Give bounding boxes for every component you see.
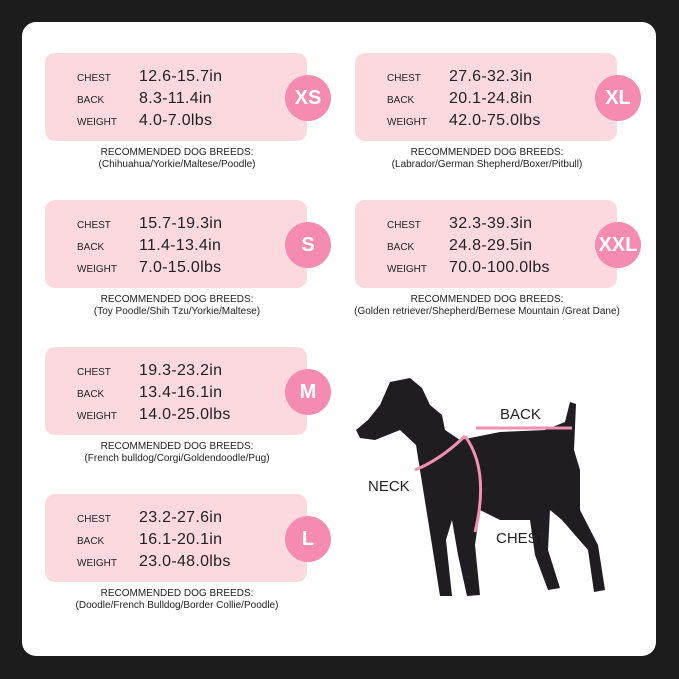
- back-label: BACK: [77, 242, 105, 253]
- chest-label: CHEST: [77, 514, 111, 525]
- back-row: BACK 16.1-20.1in: [77, 531, 222, 549]
- back-label: BACK: [77, 536, 105, 547]
- back-value: 16.1-20.1in: [139, 531, 223, 548]
- size-m: CHEST 19.3-23.2in BACK 13.4-16.1in WEIGHT 14.…: [45, 347, 331, 465]
- breeds-list: (Chihuahua/Yorkie/Maltese/Poodle): [98, 159, 256, 170]
- breeds-heading: RECOMMENDED DOG BREEDS:: [100, 294, 254, 305]
- back-row: BACK 8.3-11.4in: [77, 90, 212, 108]
- breeds-list: (French bulldog/Corgi/Goldendoodle/Pug): [84, 453, 270, 464]
- chest-label: CHEST: [387, 220, 421, 231]
- weight-row: WEIGHT 4.0-7.0lbs: [77, 112, 212, 130]
- back-value: 13.4-16.1in: [139, 384, 223, 401]
- size-badge: S: [285, 222, 331, 268]
- back-label: BACK: [387, 242, 415, 253]
- weight-row: WEIGHT 7.0-15.0lbs: [77, 259, 221, 277]
- size-box: CHEST 32.3-39.3in BACK 24.8-29.5in WEIGHT 70.…: [355, 200, 641, 288]
- recommended-breeds: RECOMMENDED DOG BREEDS: (Toy Poodle/Shih …: [37, 294, 317, 318]
- chest-value: 32.3-39.3in: [449, 215, 533, 232]
- weight-row: WEIGHT 14.0-25.0lbs: [77, 406, 231, 424]
- size-badge: L: [285, 516, 331, 562]
- breeds-heading: RECOMMENDED DOG BREEDS:: [100, 147, 254, 158]
- breeds-list: (Toy Poodle/Shih Tzu/Yorkie/Maltese): [93, 306, 261, 317]
- size-box: CHEST 15.7-19.3in BACK 11.4-13.4in WEIGHT 7.0…: [45, 200, 331, 288]
- chest-row: CHEST 19.3-23.2in: [77, 362, 222, 380]
- weight-value: 70.0-100.0lbs: [449, 259, 550, 276]
- back-label: BACK: [77, 389, 105, 400]
- weight-value: 14.0-25.0lbs: [139, 406, 231, 423]
- neck-label: NECK: [368, 478, 410, 495]
- weight-row: WEIGHT 42.0-75.0lbs: [387, 112, 541, 130]
- chest-label: CHEST: [77, 73, 111, 84]
- back-label: BACK: [500, 406, 541, 423]
- weight-label: WEIGHT: [387, 264, 427, 275]
- size-box: CHEST 12.6-15.7in BACK 8.3-11.4in WEIGHT 4.0-…: [45, 53, 331, 141]
- chest-label: CHEST: [496, 530, 547, 547]
- weight-label: WEIGHT: [77, 558, 117, 569]
- back-label: BACK: [387, 95, 415, 106]
- recommended-breeds: RECOMMENDED DOG BREEDS: (Labrador/German …: [347, 147, 627, 171]
- breeds-list: (Labrador/German Shepherd/Boxer/Pitbull): [391, 159, 583, 170]
- chest-value: 12.6-15.7in: [139, 68, 223, 85]
- breeds-list: (Doodle/French Bulldog/Border Collie/Poo…: [75, 600, 279, 611]
- chest-row: CHEST 27.6-32.3in: [387, 68, 532, 86]
- size-badge: XS: [285, 75, 331, 121]
- back-row: BACK 20.1-24.8in: [387, 90, 532, 108]
- weight-row: WEIGHT 70.0-100.0lbs: [387, 259, 550, 277]
- weight-value: 7.0-15.0lbs: [139, 259, 222, 276]
- dog-diagram: [356, 378, 605, 596]
- size-xl: CHEST 27.6-32.3in BACK 20.1-24.8in WEIGHT 42.…: [355, 53, 641, 171]
- back-label: BACK: [77, 95, 105, 106]
- size-box: CHEST 27.6-32.3in BACK 20.1-24.8in WEIGHT 42.…: [355, 53, 641, 141]
- back-row: BACK 13.4-16.1in: [77, 384, 222, 402]
- chest-value: 23.2-27.6in: [139, 509, 223, 526]
- size-xs: CHEST 12.6-15.7in BACK 8.3-11.4in WEIGHT 4.0-…: [45, 53, 331, 171]
- weight-value: 42.0-75.0lbs: [449, 112, 541, 129]
- size-box: CHEST 23.2-27.6in BACK 16.1-20.1in WEIGHT 23.…: [45, 494, 331, 582]
- recommended-breeds: RECOMMENDED DOG BREEDS: (Doodle/French Bu…: [37, 588, 317, 612]
- size-xxl: CHEST 32.3-39.3in BACK 24.8-29.5in WEIGHT 70.…: [354, 200, 641, 318]
- size-badge: M: [285, 369, 331, 415]
- size-badge: XXL: [595, 222, 641, 268]
- size-s: CHEST 15.7-19.3in BACK 11.4-13.4in WEIGHT 7.0…: [45, 200, 331, 318]
- weight-label: WEIGHT: [387, 117, 427, 128]
- weight-label: WEIGHT: [77, 117, 117, 128]
- weight-row: WEIGHT 23.0-48.0lbs: [77, 553, 231, 571]
- chest-value: 27.6-32.3in: [449, 68, 533, 85]
- chest-value: 19.3-23.2in: [139, 362, 223, 379]
- size-l: CHEST 23.2-27.6in BACK 16.1-20.1in WEIGHT 23.…: [45, 494, 331, 612]
- weight-label: WEIGHT: [77, 411, 117, 422]
- chest-label: CHEST: [77, 367, 111, 378]
- breeds-heading: RECOMMENDED DOG BREEDS:: [100, 588, 254, 599]
- breeds-heading: RECOMMENDED DOG BREEDS:: [410, 294, 564, 305]
- harness-chest: [463, 435, 483, 533]
- harness-neck: [414, 434, 467, 472]
- chest-label: CHEST: [387, 73, 421, 84]
- breeds-heading: RECOMMENDED DOG BREEDS:: [410, 147, 564, 158]
- weight-value: 23.0-48.0lbs: [139, 553, 231, 570]
- chest-row: CHEST 12.6-15.7in: [77, 68, 222, 86]
- back-row: BACK 11.4-13.4in: [77, 237, 221, 255]
- breeds-heading: RECOMMENDED DOG BREEDS:: [100, 441, 254, 452]
- back-value: 8.3-11.4in: [139, 90, 212, 107]
- chest-row: CHEST 32.3-39.3in: [387, 215, 532, 233]
- back-row: BACK 24.8-29.5in: [387, 237, 532, 255]
- breeds-list: (Golden retriever/Shepherd/Bernese Mount…: [354, 306, 620, 317]
- size-box: CHEST 19.3-23.2in BACK 13.4-16.1in WEIGHT 14.…: [45, 347, 331, 435]
- weight-value: 4.0-7.0lbs: [139, 112, 213, 129]
- chest-value: 15.7-19.3in: [139, 215, 223, 232]
- recommended-breeds: RECOMMENDED DOG BREEDS: (Chihuahua/Yorkie…: [37, 147, 317, 171]
- recommended-breeds: RECOMMENDED DOG BREEDS: (Golden retriever…: [347, 294, 627, 318]
- recommended-breeds: RECOMMENDED DOG BREEDS: (French bulldog/C…: [37, 441, 317, 465]
- weight-label: WEIGHT: [77, 264, 117, 275]
- chest-row: CHEST 23.2-27.6in: [77, 509, 222, 527]
- back-value: 11.4-13.4in: [139, 237, 222, 254]
- size-badge: XL: [595, 75, 641, 121]
- chest-row: CHEST 15.7-19.3in: [77, 215, 222, 233]
- back-value: 24.8-29.5in: [449, 237, 533, 254]
- chest-label: CHEST: [77, 220, 111, 231]
- back-value: 20.1-24.8in: [449, 90, 533, 107]
